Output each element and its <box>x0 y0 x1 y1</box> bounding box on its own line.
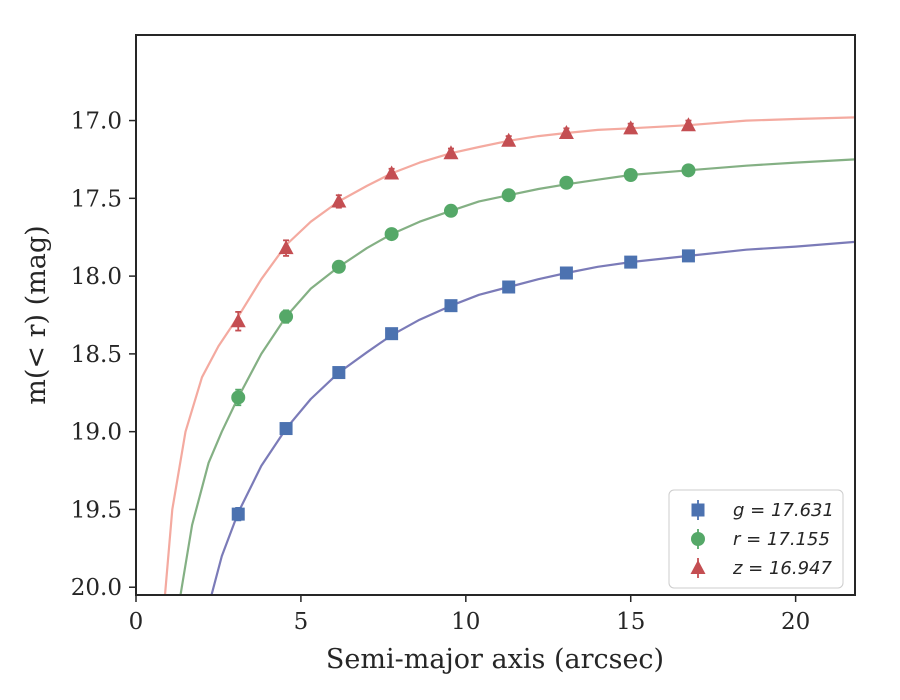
data-point-z-4 <box>443 145 459 160</box>
y-tick-label-17.0: 17.0 <box>71 109 122 135</box>
legend-marker-z <box>690 560 706 574</box>
legend-marker-g <box>691 503 705 517</box>
fit-curve-z <box>163 116 855 595</box>
legend-entries: g = 17.631 r = 17.155 z = 16.947 <box>690 500 834 579</box>
x-axis-label: Semi-major axis (arcsec) <box>326 644 664 675</box>
data-point-z-3 <box>384 165 400 180</box>
x-tick-label-20: 20 <box>781 609 810 635</box>
data-point-g-3 <box>385 327 399 341</box>
legend-marker-r <box>691 532 705 546</box>
y-tick-label-18.5: 18.5 <box>71 342 122 368</box>
data-points <box>230 117 696 522</box>
data-point-g-6 <box>559 266 573 280</box>
data-point-r-6 <box>559 175 574 190</box>
data-point-g-8 <box>681 249 695 263</box>
data-point-g-4 <box>444 299 458 313</box>
data-point-r-3 <box>384 227 399 242</box>
data-point-z-1 <box>278 240 294 255</box>
x-tick-label-10: 10 <box>451 609 480 635</box>
legend-box <box>668 489 844 589</box>
data-point-r-8 <box>681 163 696 178</box>
legend: g = 17.631 r = 17.155 z = 16.947 <box>668 489 844 589</box>
y-axis: 17.0 17.5 18.0 18.5 19.0 19.5 20.0 <box>71 109 136 601</box>
fit-curve-r <box>179 158 855 595</box>
y-axis-label: m(< r) (mag) <box>21 225 52 404</box>
data-point-g-2 <box>332 366 346 380</box>
data-point-z-8 <box>680 117 696 132</box>
x-tick-label-15: 15 <box>616 609 645 635</box>
y-tick-label-19.0: 19.0 <box>71 420 122 446</box>
legend-label-z: z = 16.947 <box>732 558 833 579</box>
y-tick-label-20.0: 20.0 <box>71 575 122 601</box>
data-point-r-0 <box>231 390 246 405</box>
y-tick-label-18.0: 18.0 <box>71 264 122 290</box>
data-point-z-7 <box>623 120 639 135</box>
y-tick-label-19.5: 19.5 <box>71 497 122 523</box>
y-tick-label-17.5: 17.5 <box>71 186 122 212</box>
data-point-z-6 <box>558 125 574 139</box>
data-point-r-1 <box>279 309 294 324</box>
x-tick-label-5: 5 <box>294 609 309 635</box>
data-point-z-0 <box>230 313 246 328</box>
data-point-g-7 <box>624 255 638 269</box>
x-axis: 0 5 10 15 20 <box>129 595 810 635</box>
data-point-z-5 <box>501 132 517 147</box>
x-tick-label-0: 0 <box>129 609 144 635</box>
data-point-r-4 <box>443 203 458 218</box>
data-point-g-0 <box>231 507 245 521</box>
data-point-r-2 <box>331 259 346 274</box>
data-point-z-2 <box>331 193 347 208</box>
data-point-g-5 <box>502 280 516 294</box>
data-point-r-7 <box>623 168 638 182</box>
data-point-g-1 <box>279 422 293 436</box>
data-point-r-5 <box>501 188 516 203</box>
legend-label-r: r = 17.155 <box>733 529 830 550</box>
plot-frame <box>135 34 856 596</box>
legend-label-g: g = 17.631 <box>733 500 834 521</box>
